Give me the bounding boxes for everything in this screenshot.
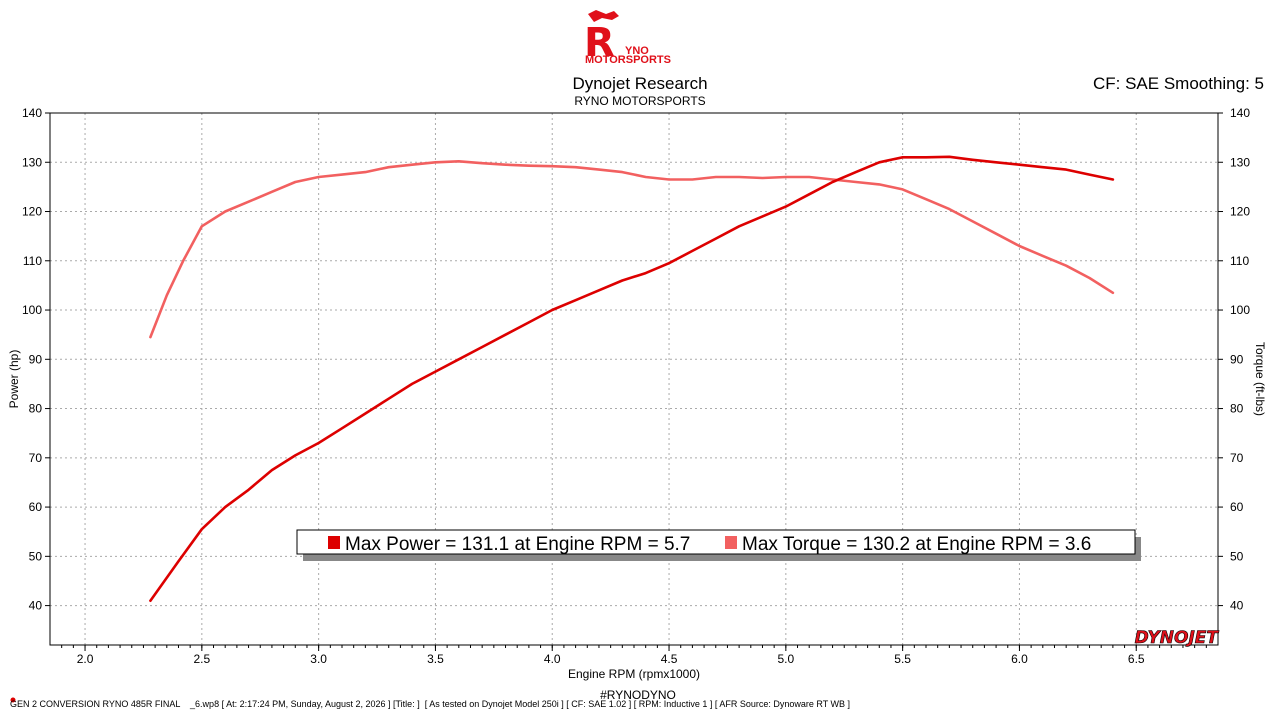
y-tick-label-left: 80 xyxy=(29,402,43,416)
y-tick-label-right: 50 xyxy=(1230,549,1244,563)
y-tick-label-right: 120 xyxy=(1230,205,1250,219)
dynojet-brand-mark: DYNOJET xyxy=(1135,628,1220,648)
y-tick-label-left: 140 xyxy=(22,106,42,120)
y-axis-label-left: Power (hp) xyxy=(7,350,21,409)
y-tick-label-left: 60 xyxy=(29,500,43,514)
series-lines xyxy=(149,155,1115,603)
y-tick-label-right: 70 xyxy=(1230,451,1244,465)
y-tick-label-left: 70 xyxy=(29,451,43,465)
logo-line2: MOTORSPORTS xyxy=(585,54,671,66)
x-tick-label: 6.5 xyxy=(1128,652,1145,666)
y-tick-label-left: 40 xyxy=(29,599,43,613)
y-tick-label-right: 130 xyxy=(1230,155,1250,169)
x-tick-label: 3.5 xyxy=(427,652,444,666)
power-curve xyxy=(149,155,1115,603)
footer-bullet-icon xyxy=(10,697,16,703)
y-tick-label-right: 60 xyxy=(1230,500,1244,514)
x-axis-label: Engine RPM (rpmx1000) xyxy=(568,667,700,681)
y-tick-label-right: 100 xyxy=(1230,303,1250,317)
axis-ticks: 2.0 2.5 3.0 3.5 4.0 4.5 5.0 5.5 6.0 6.5 40 40 50 50 60… xyxy=(22,106,1250,666)
y-tick-label-left: 110 xyxy=(23,254,42,268)
x-tick-label: 4.0 xyxy=(544,652,561,666)
y-tick-label-left: 50 xyxy=(29,549,43,563)
y-tick-label-left: 100 xyxy=(22,303,42,317)
legend-power-swatch xyxy=(328,536,340,549)
y-tick-label-left: 130 xyxy=(22,155,42,169)
hashtag-label: #RYNODYNO xyxy=(600,688,676,702)
y-tick-label-right: 90 xyxy=(1230,352,1244,366)
x-tick-label: 4.5 xyxy=(661,652,678,666)
legend-torque-text: Max Torque = 130.2 at Engine RPM = 3.6 xyxy=(742,534,1091,555)
plot-frame xyxy=(49,112,1219,646)
logo-letter: R xyxy=(584,20,615,66)
x-tick-label: 5.5 xyxy=(894,652,911,666)
cf-smoothing-label: CF: SAE Smoothing: 5 xyxy=(1093,74,1264,93)
x-tick-label: 2.0 xyxy=(77,652,94,666)
grid xyxy=(50,113,1218,645)
y-tick-label-right: 40 xyxy=(1230,599,1244,613)
legend-torque-swatch xyxy=(725,536,737,549)
legend-box xyxy=(296,529,1136,555)
y-tick-label-right: 140 xyxy=(1230,106,1250,120)
run-info-footer: GEN 2 CONVERSION RYNO 485R FINAL _6.wp8 … xyxy=(10,699,850,709)
y-tick-label-right: 80 xyxy=(1230,402,1244,416)
legend-power-text: Max Power = 131.1 at Engine RPM = 5.7 xyxy=(345,534,690,555)
y-tick-label-left: 120 xyxy=(22,205,42,219)
logo-line1: YNO xyxy=(625,45,649,57)
x-tick-label: 2.5 xyxy=(193,652,210,666)
y-tick-label-right: 110 xyxy=(1230,254,1249,268)
x-tick-label: 6.0 xyxy=(1011,652,1028,666)
rhino-horn-icon xyxy=(588,10,619,22)
chart-subtitle: RYNO MOTORSPORTS xyxy=(574,94,705,108)
y-axis-label-right: Torque (ft-lbs) xyxy=(1253,342,1267,416)
chart-title: Dynojet Research xyxy=(572,74,707,93)
x-tick-label: 5.0 xyxy=(777,652,794,666)
torque-curve xyxy=(149,160,1115,339)
y-tick-label-left: 90 xyxy=(29,352,43,366)
ryno-logo: R YNO MOTORSPORTS xyxy=(584,10,671,66)
x-tick-label: 3.0 xyxy=(310,652,327,666)
legend: Max Power = 131.1 at Engine RPM = 5.7 Ma… xyxy=(296,529,1141,561)
